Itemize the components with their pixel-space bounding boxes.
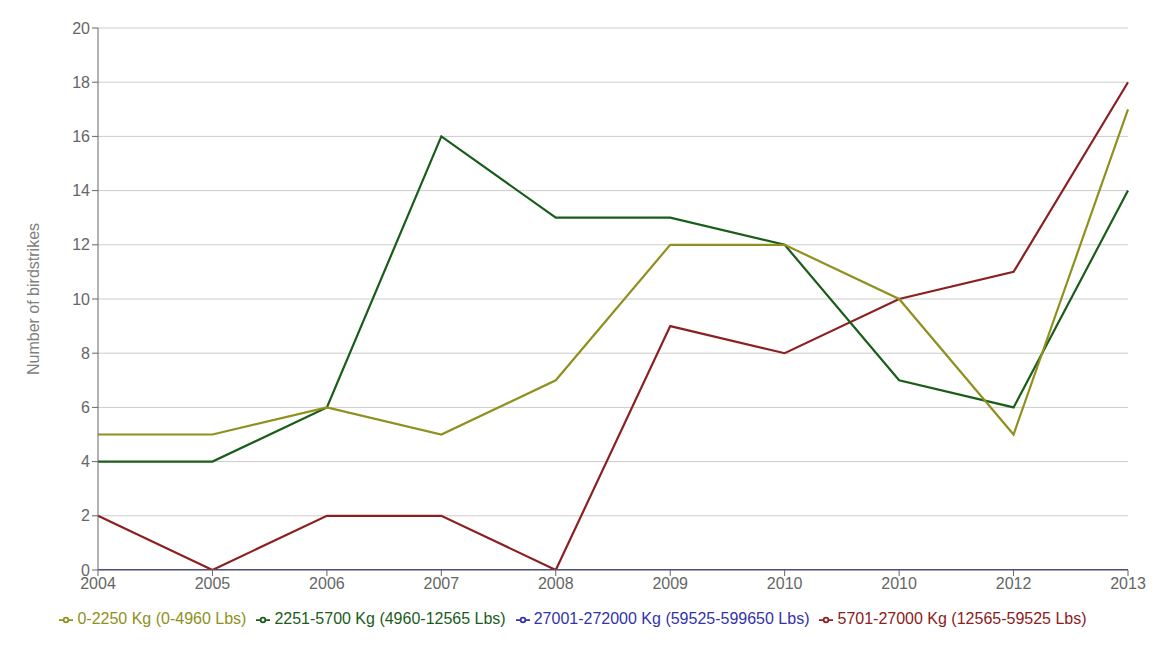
svg-text:18: 18 (72, 74, 90, 91)
svg-text:2006: 2006 (309, 575, 345, 592)
svg-text:10: 10 (72, 291, 90, 308)
html-text:2251-5700 Kg (4960-12565 Lbs): 2251-5700 Kg (4960-12565 Lbs) (274, 610, 506, 627)
svg-text:8: 8 (81, 345, 90, 362)
svg-text:2010: 2010 (767, 575, 803, 592)
svg-text:2012: 2012 (996, 575, 1032, 592)
svg-text:2009: 2009 (652, 575, 688, 592)
svg-text:12: 12 (72, 236, 90, 253)
svg-text:2013: 2013 (1110, 575, 1146, 592)
svg-text:2004: 2004 (80, 575, 116, 593)
html-text:5701-27000 Kg (12565-59525 Lbs: 5701-27000 Kg (12565-59525 Lbs) (837, 610, 1087, 627)
svg-text:0: 0 (81, 562, 90, 579)
svg-text:14: 14 (72, 182, 90, 199)
svg-text:2007: 2007 (424, 575, 460, 592)
svg-text:2010: 2010 (881, 575, 917, 592)
svg-text:2005: 2005 (195, 575, 231, 592)
svg-text:6: 6 (81, 399, 90, 416)
svg-text:4: 4 (81, 453, 90, 470)
svg-text:2: 2 (81, 507, 90, 524)
svg-text:Number of birdstrikes: Number of birdstrikes (25, 223, 42, 375)
html-text:27001-272000 Kg (59525-599650: 27001-272000 Kg (59525-599650 Lbs) (533, 610, 810, 627)
svg-text:16: 16 (72, 128, 90, 145)
html-text:0-2250 Kg (0-4960 Lbs): 0-2250 Kg (0-4960 Lbs) (77, 610, 247, 627)
svg-text:2008: 2008 (538, 575, 574, 592)
svg-text:20: 20 (72, 20, 90, 37)
